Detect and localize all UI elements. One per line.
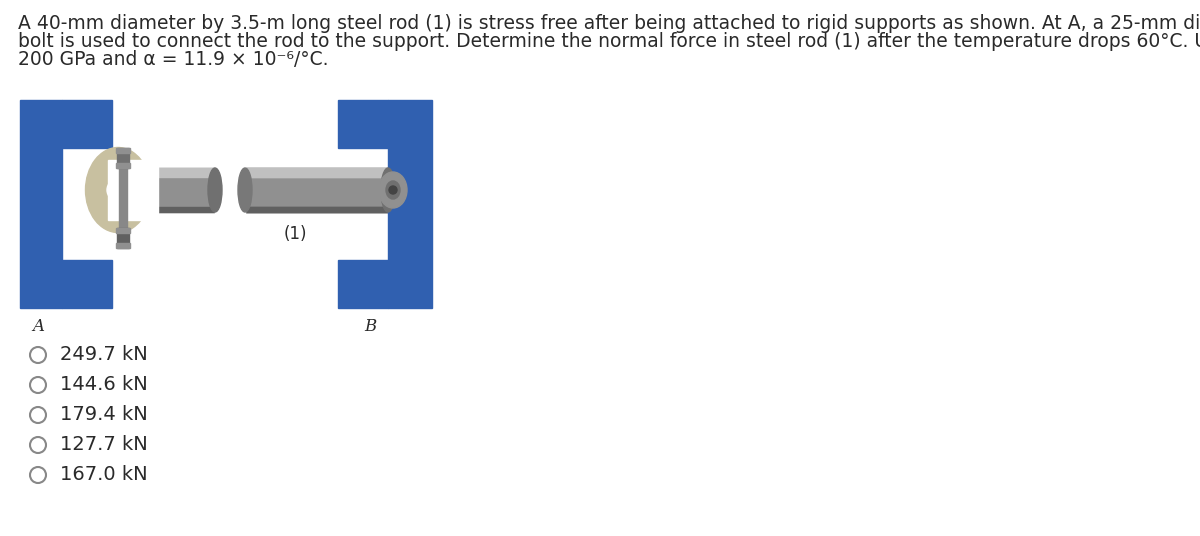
- Bar: [20, 100, 62, 308]
- Bar: [245, 168, 388, 177]
- Text: A 40-mm diameter by 3.5-m long steel rod (1) is stress free after being attached: A 40-mm diameter by 3.5-m long steel rod…: [18, 14, 1200, 33]
- Ellipse shape: [389, 186, 397, 194]
- Bar: [245, 206, 388, 212]
- Bar: [116, 228, 130, 233]
- Ellipse shape: [386, 181, 400, 199]
- Bar: [118, 148, 130, 168]
- Ellipse shape: [238, 168, 252, 212]
- Bar: [118, 228, 130, 248]
- Text: 179.4 kN: 179.4 kN: [60, 406, 148, 425]
- Bar: [119, 168, 127, 228]
- Text: 127.7 kN: 127.7 kN: [60, 435, 148, 455]
- Text: 167.0 kN: 167.0 kN: [60, 465, 148, 485]
- Text: B: B: [364, 318, 376, 335]
- Text: A: A: [32, 318, 44, 335]
- Bar: [215, 163, 245, 217]
- Ellipse shape: [379, 172, 407, 208]
- Bar: [130, 168, 388, 177]
- Bar: [130, 206, 388, 212]
- Text: bolt is used to connect the rod to the support. Determine the normal force in st: bolt is used to connect the rod to the s…: [18, 32, 1200, 51]
- Bar: [116, 243, 130, 248]
- Bar: [388, 100, 432, 308]
- Bar: [62, 100, 112, 148]
- Bar: [116, 163, 130, 168]
- Ellipse shape: [382, 168, 395, 212]
- Bar: [108, 160, 158, 220]
- Text: 249.7 kN: 249.7 kN: [60, 346, 148, 364]
- Bar: [130, 168, 388, 212]
- Bar: [245, 168, 388, 212]
- Bar: [338, 100, 388, 148]
- Text: 200 GPa and α = 11.9 × 10⁻⁶/°C.: 200 GPa and α = 11.9 × 10⁻⁶/°C.: [18, 50, 329, 69]
- Ellipse shape: [107, 179, 130, 201]
- Bar: [62, 260, 112, 308]
- Bar: [116, 148, 130, 153]
- Bar: [338, 260, 388, 308]
- Ellipse shape: [85, 147, 150, 233]
- Ellipse shape: [208, 168, 222, 212]
- Text: (1): (1): [283, 225, 307, 243]
- Text: 144.6 kN: 144.6 kN: [60, 376, 148, 394]
